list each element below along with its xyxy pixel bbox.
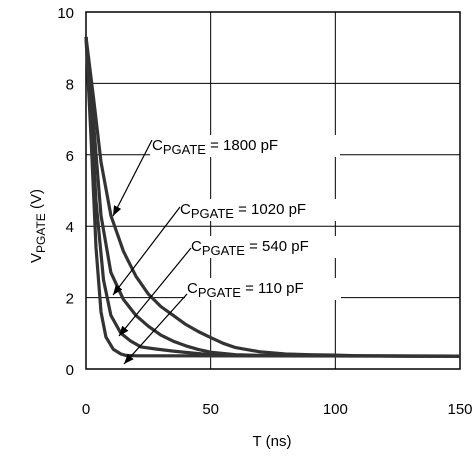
series-label-rest: = 1020 pF [234,201,306,218]
series-label-rest: = 1800 pF [206,137,278,154]
series-label-background [185,278,341,300]
series-label: CPGATE = 1800 pF [152,137,278,157]
series-label-main: C [152,137,163,154]
series-label-main: C [187,280,198,297]
x-tick-label: 50 [202,401,219,418]
series-label-arrow [118,247,192,337]
series-label-arrowhead [119,325,129,336]
series-label: CPGATE = 540 pF [191,238,309,258]
y-axis-label-unit: (V) [28,189,45,213]
series-label-background [178,199,370,221]
y-axis-label: VPGATE (V) [28,189,48,263]
series-label-background [150,135,340,157]
tick-labels: 0 50 100 150 0 2 4 6 8 10 [57,5,472,418]
y-tick-label: 6 [66,148,74,165]
series-label-sub: PGATE [191,206,234,221]
series-label: CPGATE = 1020 pF [180,201,306,221]
y-tick-label: 4 [66,219,74,236]
series-label-main: C [180,201,191,218]
series-label-background [189,236,347,258]
y-tick-label: 2 [66,291,74,308]
grid [86,12,460,369]
series-label-sub: PGATE [198,285,241,300]
series-label-arrowhead [113,284,123,295]
y-axis-label-main: V [28,253,45,263]
x-tick-label: 0 [82,401,90,418]
series-label-arrowhead [124,353,134,364]
series-label-arrowhead [113,205,122,216]
series-label-arrow [112,139,153,217]
x-tick-label: 150 [447,401,472,418]
series-label-rest: = 110 pF [241,280,304,297]
series-label: CPGATE = 110 pF [187,280,304,300]
y-tick-label: 10 [57,5,74,22]
x-axis-label: T (ns) [253,433,292,450]
y-tick-label: 8 [66,76,74,93]
series-label-main: C [191,238,202,255]
y-tick-label: 0 [66,362,74,379]
x-tick-label: 100 [323,401,348,418]
series-label-arrow [123,293,188,365]
series-label-sub: PGATE [163,142,206,157]
y-axis-label-sub: PGATE [34,213,48,253]
series-label-sub: PGATE [202,243,245,258]
series-label-arrow [112,206,181,296]
series-label-rest: = 540 pF [245,238,309,255]
plot-frame [85,11,461,370]
